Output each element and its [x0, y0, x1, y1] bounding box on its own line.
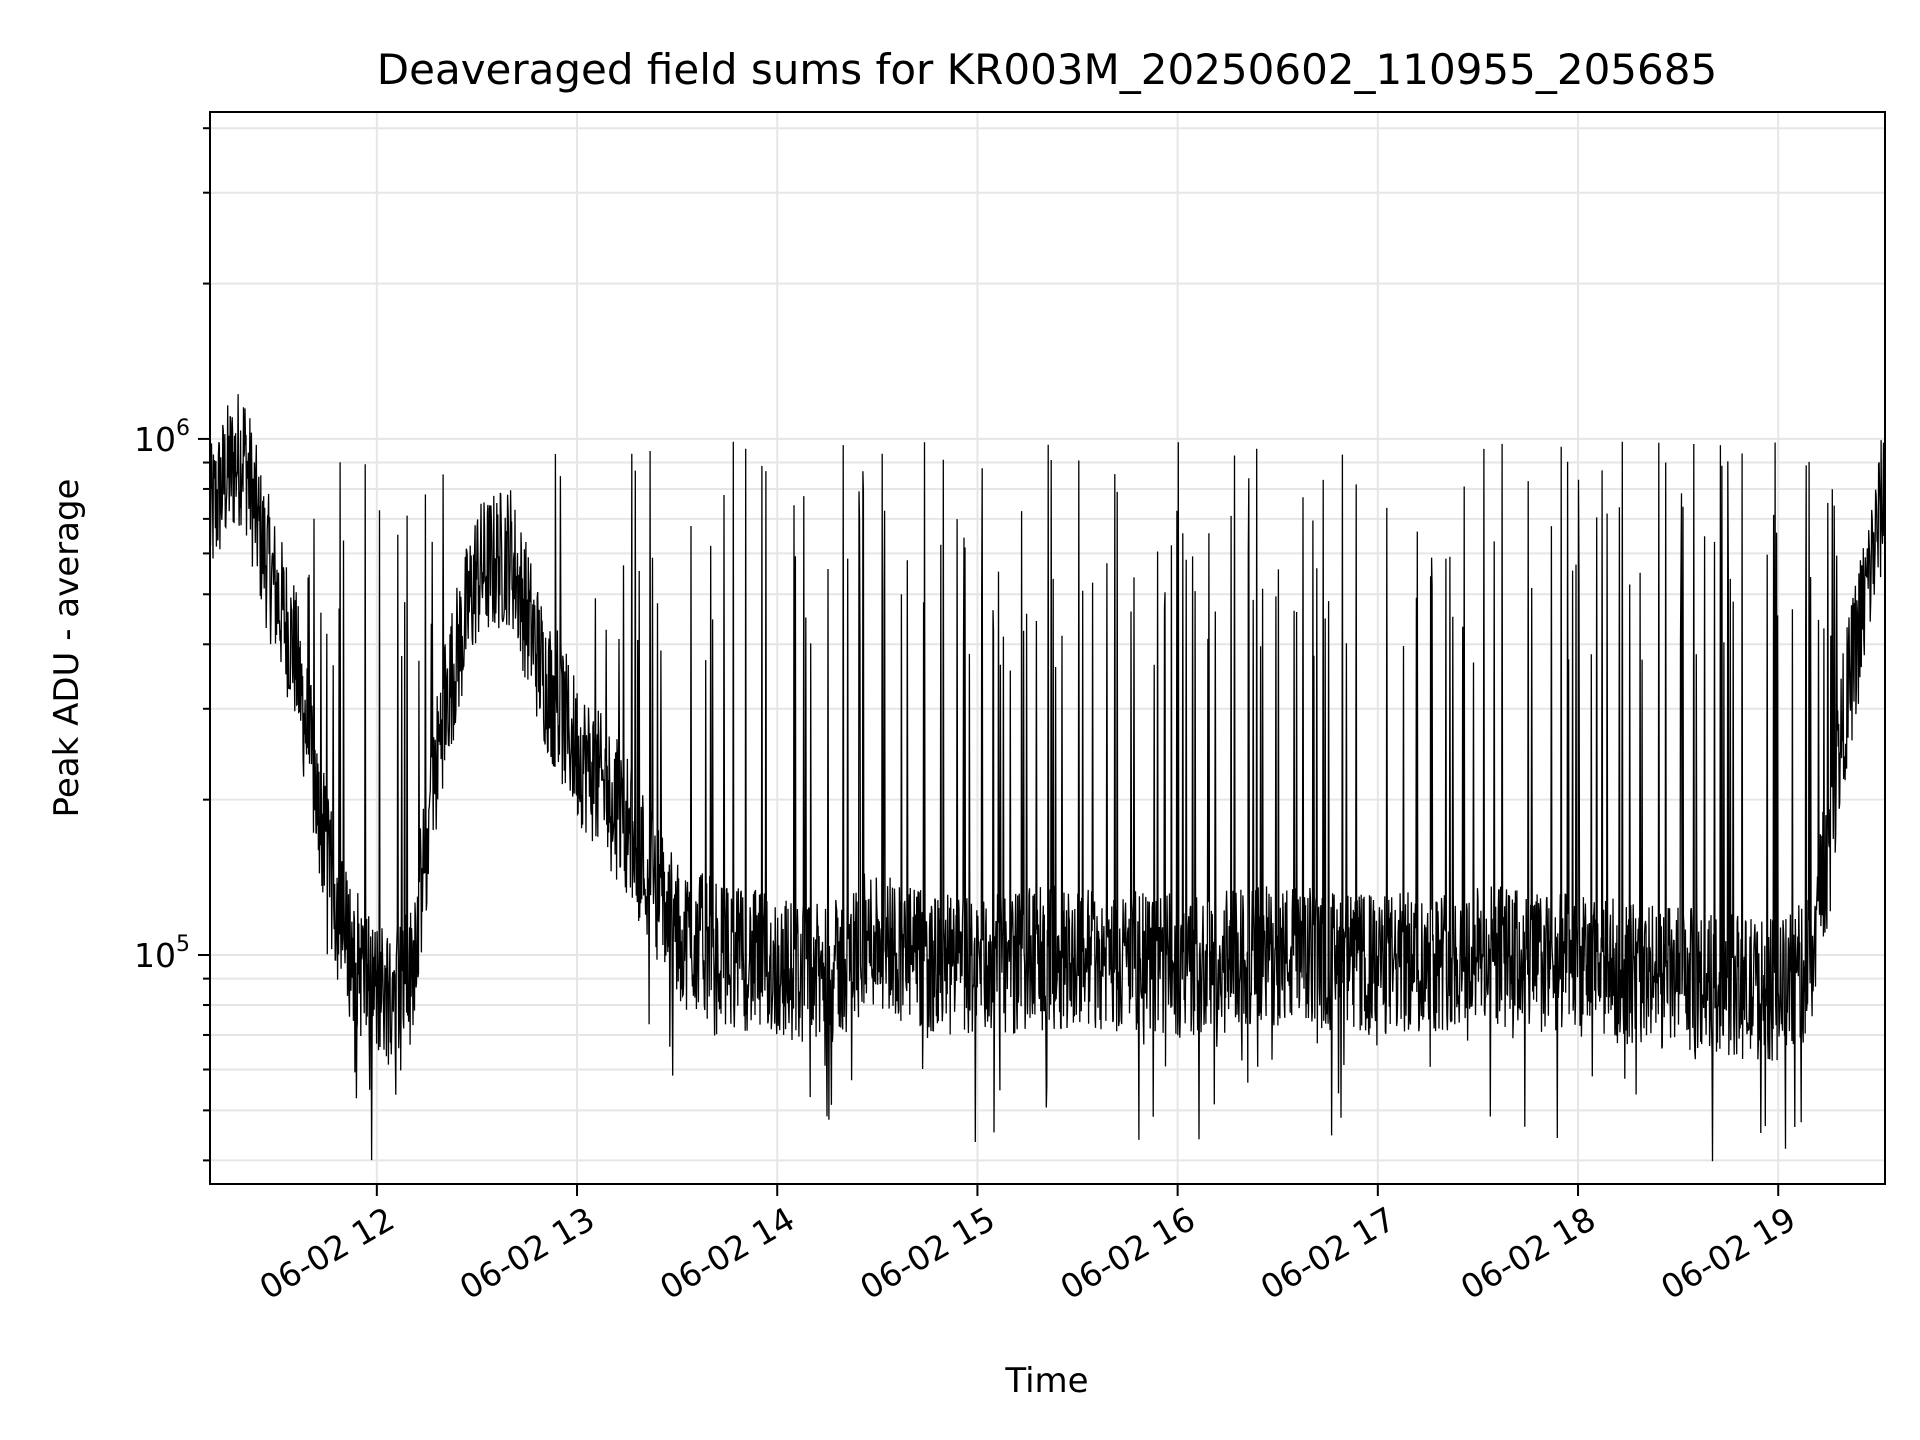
y-tick-label: 105 — [134, 932, 190, 975]
y-axis-label: Peak ADU - average — [47, 479, 87, 818]
plot-frame — [209, 111, 1886, 1185]
chart-title: Deaveraged field sums for KR003M_2025060… — [377, 45, 1717, 94]
data-line — [209, 394, 1886, 1162]
y-tick-label: 106 — [134, 416, 190, 459]
x-axis-label: Time — [1004, 1361, 1088, 1401]
series-line — [209, 394, 1886, 1162]
